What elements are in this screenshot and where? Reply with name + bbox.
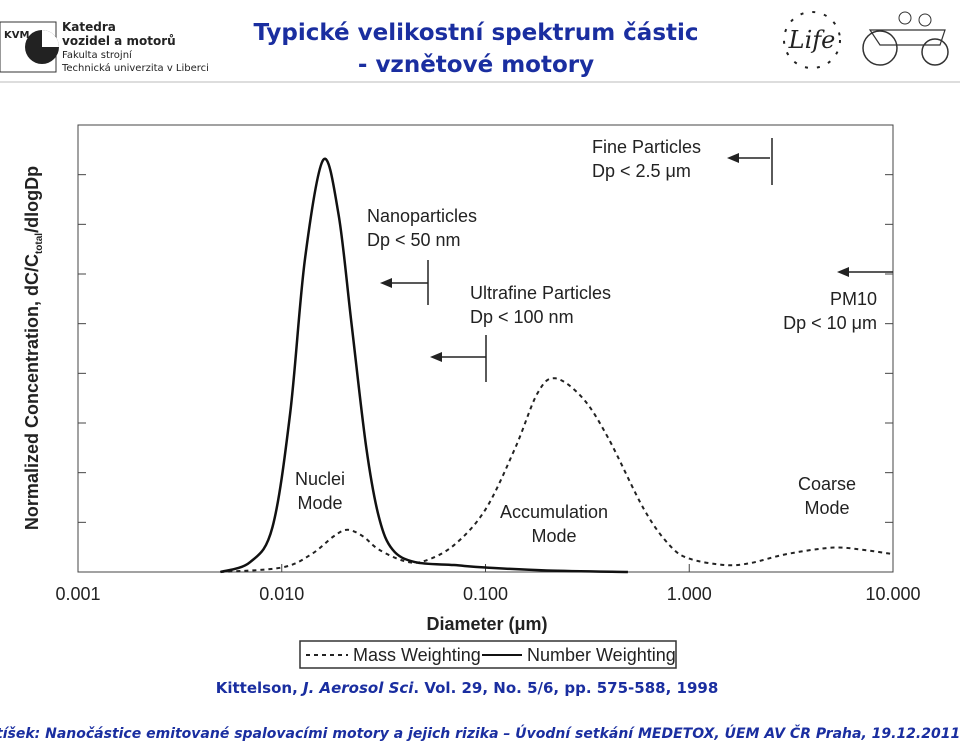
annotation: Mode [297,493,342,513]
series-line [220,157,628,574]
logo-text: Fakulta strojní [62,49,133,61]
y-axis-title-part: Normalized Concentration, dC/C [22,254,42,530]
plot: 0.001 0.010 0.100 1.000 10.000 Fine Particles… [55,124,921,604]
life-text: Life [788,26,836,54]
annotation: Nanoparticles [367,206,477,226]
x-axis-title: Diameter (μm) [426,614,547,634]
x-tick-label: 1.000 [667,584,712,604]
annotation: Nuclei [295,469,345,489]
annotation: Mode [804,498,849,518]
logo-text: Katedra [62,20,116,34]
x-tick-label: 0.001 [55,584,100,604]
footer: Vojtíšek: Nanočástice emitované spalovac… [0,724,960,741]
annotation: Dp < 50 nm [367,230,461,250]
logo-text: vozidel a motorů [62,34,176,48]
x-tick-label: 0.100 [463,584,508,604]
slide-title: Typické velikostní spektrum částic [253,20,698,46]
citation-part: . Vol. 29, No. 5/6, pp. 575-588, 1998 [413,679,718,697]
y-axis-title-sub: total [34,233,45,254]
series-line [220,377,894,573]
legend-label: Mass Weighting [353,645,481,665]
annotation: Ultrafine Particles [470,283,611,303]
annotation: PM10 [830,289,877,309]
annotation: Coarse [798,474,856,494]
arrow-head [430,352,442,362]
kvm-logo: KVM Katedra vozidel a motorů Fakulta str… [0,20,209,74]
arrow-head [727,153,739,163]
citation-part: J. Aerosol Sci [300,679,414,697]
annotation: Dp < 2.5 μm [592,161,691,181]
legend: Mass Weighting Number Weighting [299,640,677,669]
legend-label: Number Weighting [527,645,676,665]
citation: Kittelson, J. Aerosol Sci. Vol. 29, No. … [216,679,719,697]
y-axis-title-part: /dlogDp [22,166,42,233]
annotation: Fine Particles [592,137,701,157]
x-tick-label: 10.000 [865,584,920,604]
y-axis-title: Normalized Concentration, dC/Ctotal/dlog… [22,166,45,530]
annotation: Accumulation [500,502,608,522]
citation-part: Kittelson, [216,679,303,697]
arrow-head [837,267,849,277]
logo-short: KVM [4,30,29,41]
annotation: Dp < 100 nm [470,307,574,327]
x-tick-label: 0.010 [259,584,304,604]
annotation: Mode [531,526,576,546]
arrow-head [380,278,392,288]
life-logo: Life [783,11,949,69]
annotation: Dp < 10 μm [783,313,877,333]
logo-text: Technická univerzita v Liberci [61,62,209,74]
slide-title: - vznětové motory [358,52,594,78]
